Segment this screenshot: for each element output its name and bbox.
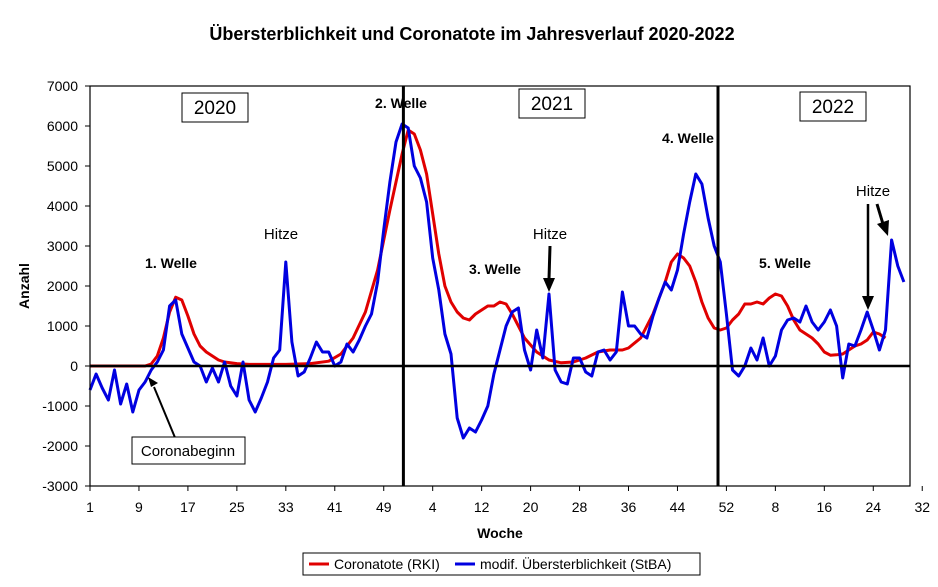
x-tick-label: 28 <box>572 499 588 515</box>
year-box-2021 <box>518 88 586 119</box>
y-tick-label: 2000 <box>47 278 78 294</box>
y-tick-label: -3000 <box>42 478 78 494</box>
hitze-annotation-2020: Hitze <box>264 226 298 243</box>
x-tick-label: 4 <box>429 499 437 515</box>
y-tick-labels: 7000 6000 5000 4000 3000 2000 1000 0 -1000 -2000 -… <box>42 78 78 494</box>
series-layer <box>88 122 906 440</box>
y-tick-label: -2000 <box>42 438 78 454</box>
x-tick-label: 12 <box>474 499 490 515</box>
wave-label-1: 1. Welle <box>145 255 197 271</box>
legend-box <box>302 552 701 576</box>
year-label-2020: 2020 <box>194 98 236 119</box>
axis-ticks <box>85 85 923 491</box>
x-tick-label: 20 <box>523 499 539 515</box>
wave-label-5: 5. Welle <box>759 255 811 271</box>
x-tick-label: 32 <box>914 499 930 515</box>
x-tick-label: 8 <box>771 499 779 515</box>
x-tick-label: 44 <box>670 499 686 515</box>
x-tick-label: 24 <box>865 499 881 515</box>
legend: Coronatote (RKI) modif. Übersterblichkei… <box>302 552 701 576</box>
plot-frame <box>89 85 911 487</box>
wave-label-4: 4. Welle <box>662 130 714 146</box>
y-axis-label: Anzahl <box>16 263 32 309</box>
y-tick-label: 1000 <box>47 318 78 334</box>
wave-label-2: 2. Welle <box>375 95 427 111</box>
x-tick-labels: 1 9 17 25 33 41 49 4 12 20 28 36 44 52 8 16 24 32 <box>86 499 930 515</box>
year-label-2021: 2021 <box>531 94 573 115</box>
hitze-annotation-2021: Hitze <box>533 226 567 243</box>
x-tick-label: 1 <box>86 499 94 515</box>
coronabeginn-box <box>131 436 246 465</box>
y-tick-label: 6000 <box>47 118 78 134</box>
coronabeginn-arrow <box>148 377 177 441</box>
hitze-arrow-2022-left <box>862 204 874 310</box>
year-box-2020 <box>181 92 249 123</box>
y-tick-label: 3000 <box>47 238 78 254</box>
y-tick-label: 4000 <box>47 198 78 214</box>
legend-label-stba: modif. Übersterblichkeit (StBA) <box>480 555 671 572</box>
x-tick-label: 36 <box>621 499 637 515</box>
wave-label-3: 3. Welle <box>469 261 521 277</box>
y-tick-label: 0 <box>70 358 78 374</box>
x-tick-label: 9 <box>135 499 143 515</box>
y-tick-label: 5000 <box>47 158 78 174</box>
hitze-arrow-2021 <box>543 245 555 292</box>
hitze-arrow-2022-right <box>875 203 889 236</box>
x-tick-label: 49 <box>376 499 392 515</box>
x-tick-label: 52 <box>719 499 735 515</box>
year-box-2022 <box>799 91 867 122</box>
x-axis-label: Woche <box>477 525 523 541</box>
x-tick-label: 33 <box>278 499 294 515</box>
chart-title: Übersterblichkeit und Coronatote im Jahr… <box>209 24 734 44</box>
legend-label-rki: Coronatote (RKI) <box>334 556 440 572</box>
year-label-2022: 2022 <box>812 97 854 118</box>
x-tick-label: 41 <box>327 499 343 515</box>
series-line-uebersterblichkeit <box>88 122 906 440</box>
x-tick-label: 16 <box>817 499 833 515</box>
hitze-annotation-2022: Hitze <box>856 183 890 200</box>
coronabeginn-annotation: Coronabeginn <box>141 443 235 460</box>
x-tick-label: 17 <box>180 499 196 515</box>
y-tick-label: 7000 <box>47 78 78 94</box>
y-tick-label: -1000 <box>42 398 78 414</box>
x-tick-label: 25 <box>229 499 245 515</box>
series-line-coronatote <box>90 128 887 368</box>
